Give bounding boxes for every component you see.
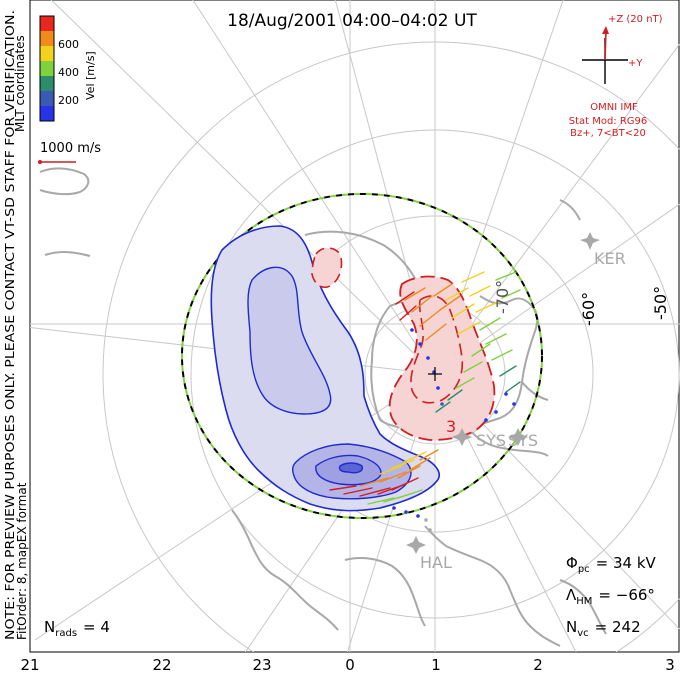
mlt-label-21: 21 [20,656,39,674]
colorbar-tick-400: 400 [58,66,79,79]
station-label-ker: KER [594,249,626,268]
svg-text:Nvc= 242: Nvc = 242 [566,618,641,639]
velocity-vectors [329,271,521,505]
side-note-line2: FitOrder: 8, mapEX format [15,482,29,640]
heppner-maynard-boundary-overlay [181,193,543,519]
station-label-hal: HAL [420,553,452,572]
mlt-label-1: 1 [431,656,441,674]
station-label-sys-a: SYS [476,431,506,450]
mlt-label-23: 23 [252,656,271,674]
contour-label: 3 [446,417,456,436]
stat-phi-pc: Φpc = 34 kV [566,554,657,575]
vector-scale-origin [38,160,42,164]
mlt-label-0: 0 [345,656,355,674]
lat-label-60: -60° [579,292,598,326]
imf-model-line2: Bz+, 7<BT<20 [570,128,646,139]
stat-nrads: Nrads = 4 [44,618,110,639]
imf-source: OMNI IMF [590,102,638,113]
imf-clock [582,26,628,84]
mlt-label-3: 3 [665,656,675,674]
svg-text:Φpc= 34 kV: Φpc = 34 kV [566,554,657,575]
imf-z-label: +Z (20 nT) [608,14,663,25]
dawn-convection-cell [311,247,496,441]
station-markers [406,232,600,554]
colorbar-tick-600: 600 [58,38,79,51]
side-note: NOTE: FOR PREVIEW PURPOSES ONLY. PLEASE … [3,10,29,640]
vector-scale-label: 1000 m/s [40,141,101,156]
stat-nvc: Nvc = 242 [566,618,641,639]
lat-label-70: -70° [493,280,512,314]
colorbar-title: Vel [m/s] [84,51,97,100]
coord-label: MLT coordinates [13,35,27,132]
magnetic-pole-marker [428,367,442,381]
stat-lambda-hm: ΛHM = −66° [566,586,655,607]
lat-label-50: -50° [651,286,670,320]
station-label-sys-b: SYS [508,431,538,450]
side-note-line1: NOTE: FOR PREVIEW PURPOSES ONLY. PLEASE … [3,10,17,640]
mlt-label-2: 2 [533,656,543,674]
colorbar [39,15,55,122]
map-title: 18/Aug/2001 04:00–04:02 UT [227,11,477,31]
imf-model-line1: Stat Mod: RG96 [569,116,648,127]
colorbar-tick-200: 200 [58,94,79,107]
imf-y-label: +Y [628,58,643,69]
mlt-label-22: 22 [152,656,171,674]
svg-text:ΛHM= −66°: ΛHM = −66° [566,586,655,607]
svg-text:Nrads= 4: Nrads = 4 [44,618,110,639]
